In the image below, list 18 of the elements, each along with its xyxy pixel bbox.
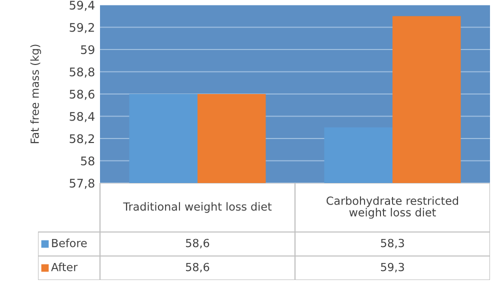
data-label: 58,6 — [186, 262, 210, 272]
y-tick-label: 59,2 — [70, 22, 94, 34]
y-tick-label: 58,6 — [70, 90, 94, 100]
y-tick-label: 58,2 — [70, 134, 94, 144]
y-tick-label: 59,4 — [70, 0, 94, 11]
data-label: 59,3 — [380, 262, 404, 272]
y-tick-label: 59 — [81, 45, 94, 54]
y-axis-title: Fat free mass (kg) — [30, 44, 42, 144]
data-label: 58,3 — [380, 238, 404, 248]
y-tick-label: 58 — [81, 156, 94, 166]
x-tick-label: Traditional weight loss diet — [123, 202, 272, 213]
legend-label: Before — [52, 238, 87, 248]
y-tick-label: 57,8 — [70, 178, 94, 189]
legend-label: After — [51, 262, 78, 272]
data-label: 58,6 — [186, 238, 210, 248]
y-tick-label: 58,8 — [70, 67, 94, 78]
x-tick-label: Carbohydrate restricted weight loss diet — [326, 196, 458, 219]
y-tick-label: 58,4 — [70, 112, 94, 122]
